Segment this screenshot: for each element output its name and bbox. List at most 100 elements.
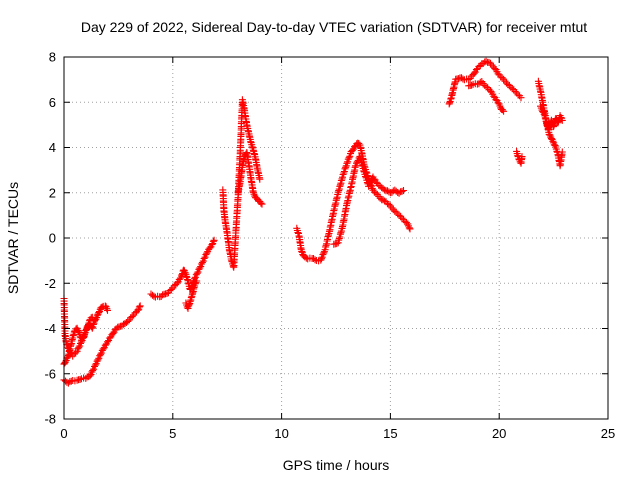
x-tick-label: 5	[169, 426, 176, 441]
x-tick-label: 20	[492, 426, 506, 441]
data-point	[298, 247, 306, 255]
data-point	[341, 165, 349, 173]
series-trace-f	[219, 96, 264, 271]
data-point	[339, 171, 347, 178]
axis-ticks: 0 5 10 15 20 25 -8 -6 -4 -2 0 2 4 6 8	[44, 50, 615, 442]
data-point	[468, 81, 476, 89]
data-point	[97, 350, 105, 358]
data-point	[128, 313, 136, 321]
data-point	[362, 173, 369, 181]
data-point	[103, 305, 111, 313]
data-point	[198, 259, 206, 267]
data-point	[405, 224, 413, 232]
data-point	[70, 328, 78, 336]
data-point	[115, 323, 123, 331]
data-point	[186, 297, 194, 305]
data-point	[63, 378, 71, 386]
y-tick-label: 4	[49, 140, 56, 155]
data-point	[360, 167, 368, 175]
data-point	[89, 367, 97, 374]
data-point	[343, 159, 351, 167]
data-point	[500, 107, 508, 115]
data-point	[557, 114, 565, 121]
data-point	[163, 290, 171, 297]
series-trace-n	[537, 102, 566, 170]
data-point	[82, 327, 90, 334]
data-point	[340, 169, 348, 177]
data-point	[202, 251, 210, 259]
chart-title: Day 229 of 2022, Sidereal Day-to-day VTE…	[81, 19, 587, 35]
data-point	[104, 306, 111, 314]
data-point	[95, 309, 103, 317]
series-trace-l	[513, 147, 526, 167]
data-point	[248, 143, 256, 151]
data-point	[209, 237, 217, 245]
data-point	[551, 142, 559, 149]
series-trace-e	[182, 277, 201, 312]
data-point	[558, 148, 566, 156]
data-point	[470, 69, 478, 77]
data-point	[92, 315, 100, 323]
data-point	[465, 76, 473, 83]
data-point	[88, 313, 96, 321]
data-point	[69, 332, 77, 340]
y-tick-label: -4	[44, 321, 56, 336]
series-trace-h	[293, 139, 414, 265]
data-point	[318, 255, 325, 263]
data-point	[498, 74, 506, 82]
data-point	[406, 225, 414, 233]
data-point	[518, 153, 526, 161]
data-point	[476, 78, 484, 86]
data-point	[381, 186, 389, 194]
data-point	[136, 302, 144, 310]
data-point	[192, 279, 200, 287]
data-point	[203, 249, 211, 257]
data-point	[64, 353, 72, 361]
data-point	[87, 314, 95, 322]
data-point	[320, 249, 328, 257]
data-point	[104, 338, 111, 346]
data-point	[200, 255, 208, 262]
y-tick-label: -6	[44, 366, 56, 381]
data-point	[372, 189, 380, 197]
data-point	[558, 116, 566, 124]
data-point	[258, 200, 266, 208]
data-point	[342, 163, 350, 171]
data-point	[376, 194, 384, 202]
y-axis-label: SDTVAR / TECUs	[5, 182, 21, 294]
data-point	[193, 277, 201, 285]
data-point	[400, 187, 407, 194]
data-point	[355, 140, 363, 147]
data-point	[256, 175, 264, 183]
data-point	[76, 376, 84, 383]
series-trace-c	[60, 302, 144, 387]
y-tick-label: 8	[49, 50, 56, 65]
data-point	[134, 306, 142, 314]
series-trace-g	[234, 149, 266, 208]
data-point	[75, 327, 82, 335]
data-point	[394, 189, 402, 196]
data-point	[75, 343, 83, 351]
data-point	[135, 303, 143, 311]
series-trace-d	[147, 236, 218, 301]
data-point	[344, 155, 352, 163]
data-point	[540, 110, 548, 118]
data-point	[511, 88, 519, 95]
data-point	[319, 251, 327, 259]
data-point	[167, 285, 175, 293]
data-point	[86, 372, 94, 380]
data-point	[398, 187, 406, 195]
data-point	[385, 200, 393, 208]
data-points	[60, 57, 566, 387]
data-point	[335, 236, 343, 244]
data-point	[94, 356, 102, 364]
y-tick-label: -8	[44, 412, 56, 427]
series-trace-i	[330, 152, 407, 248]
y-tick-label: -2	[44, 276, 56, 291]
series-trace-j	[445, 57, 525, 108]
data-point	[208, 241, 216, 249]
data-point	[353, 158, 361, 166]
data-point	[196, 264, 204, 272]
data-point	[124, 317, 132, 325]
